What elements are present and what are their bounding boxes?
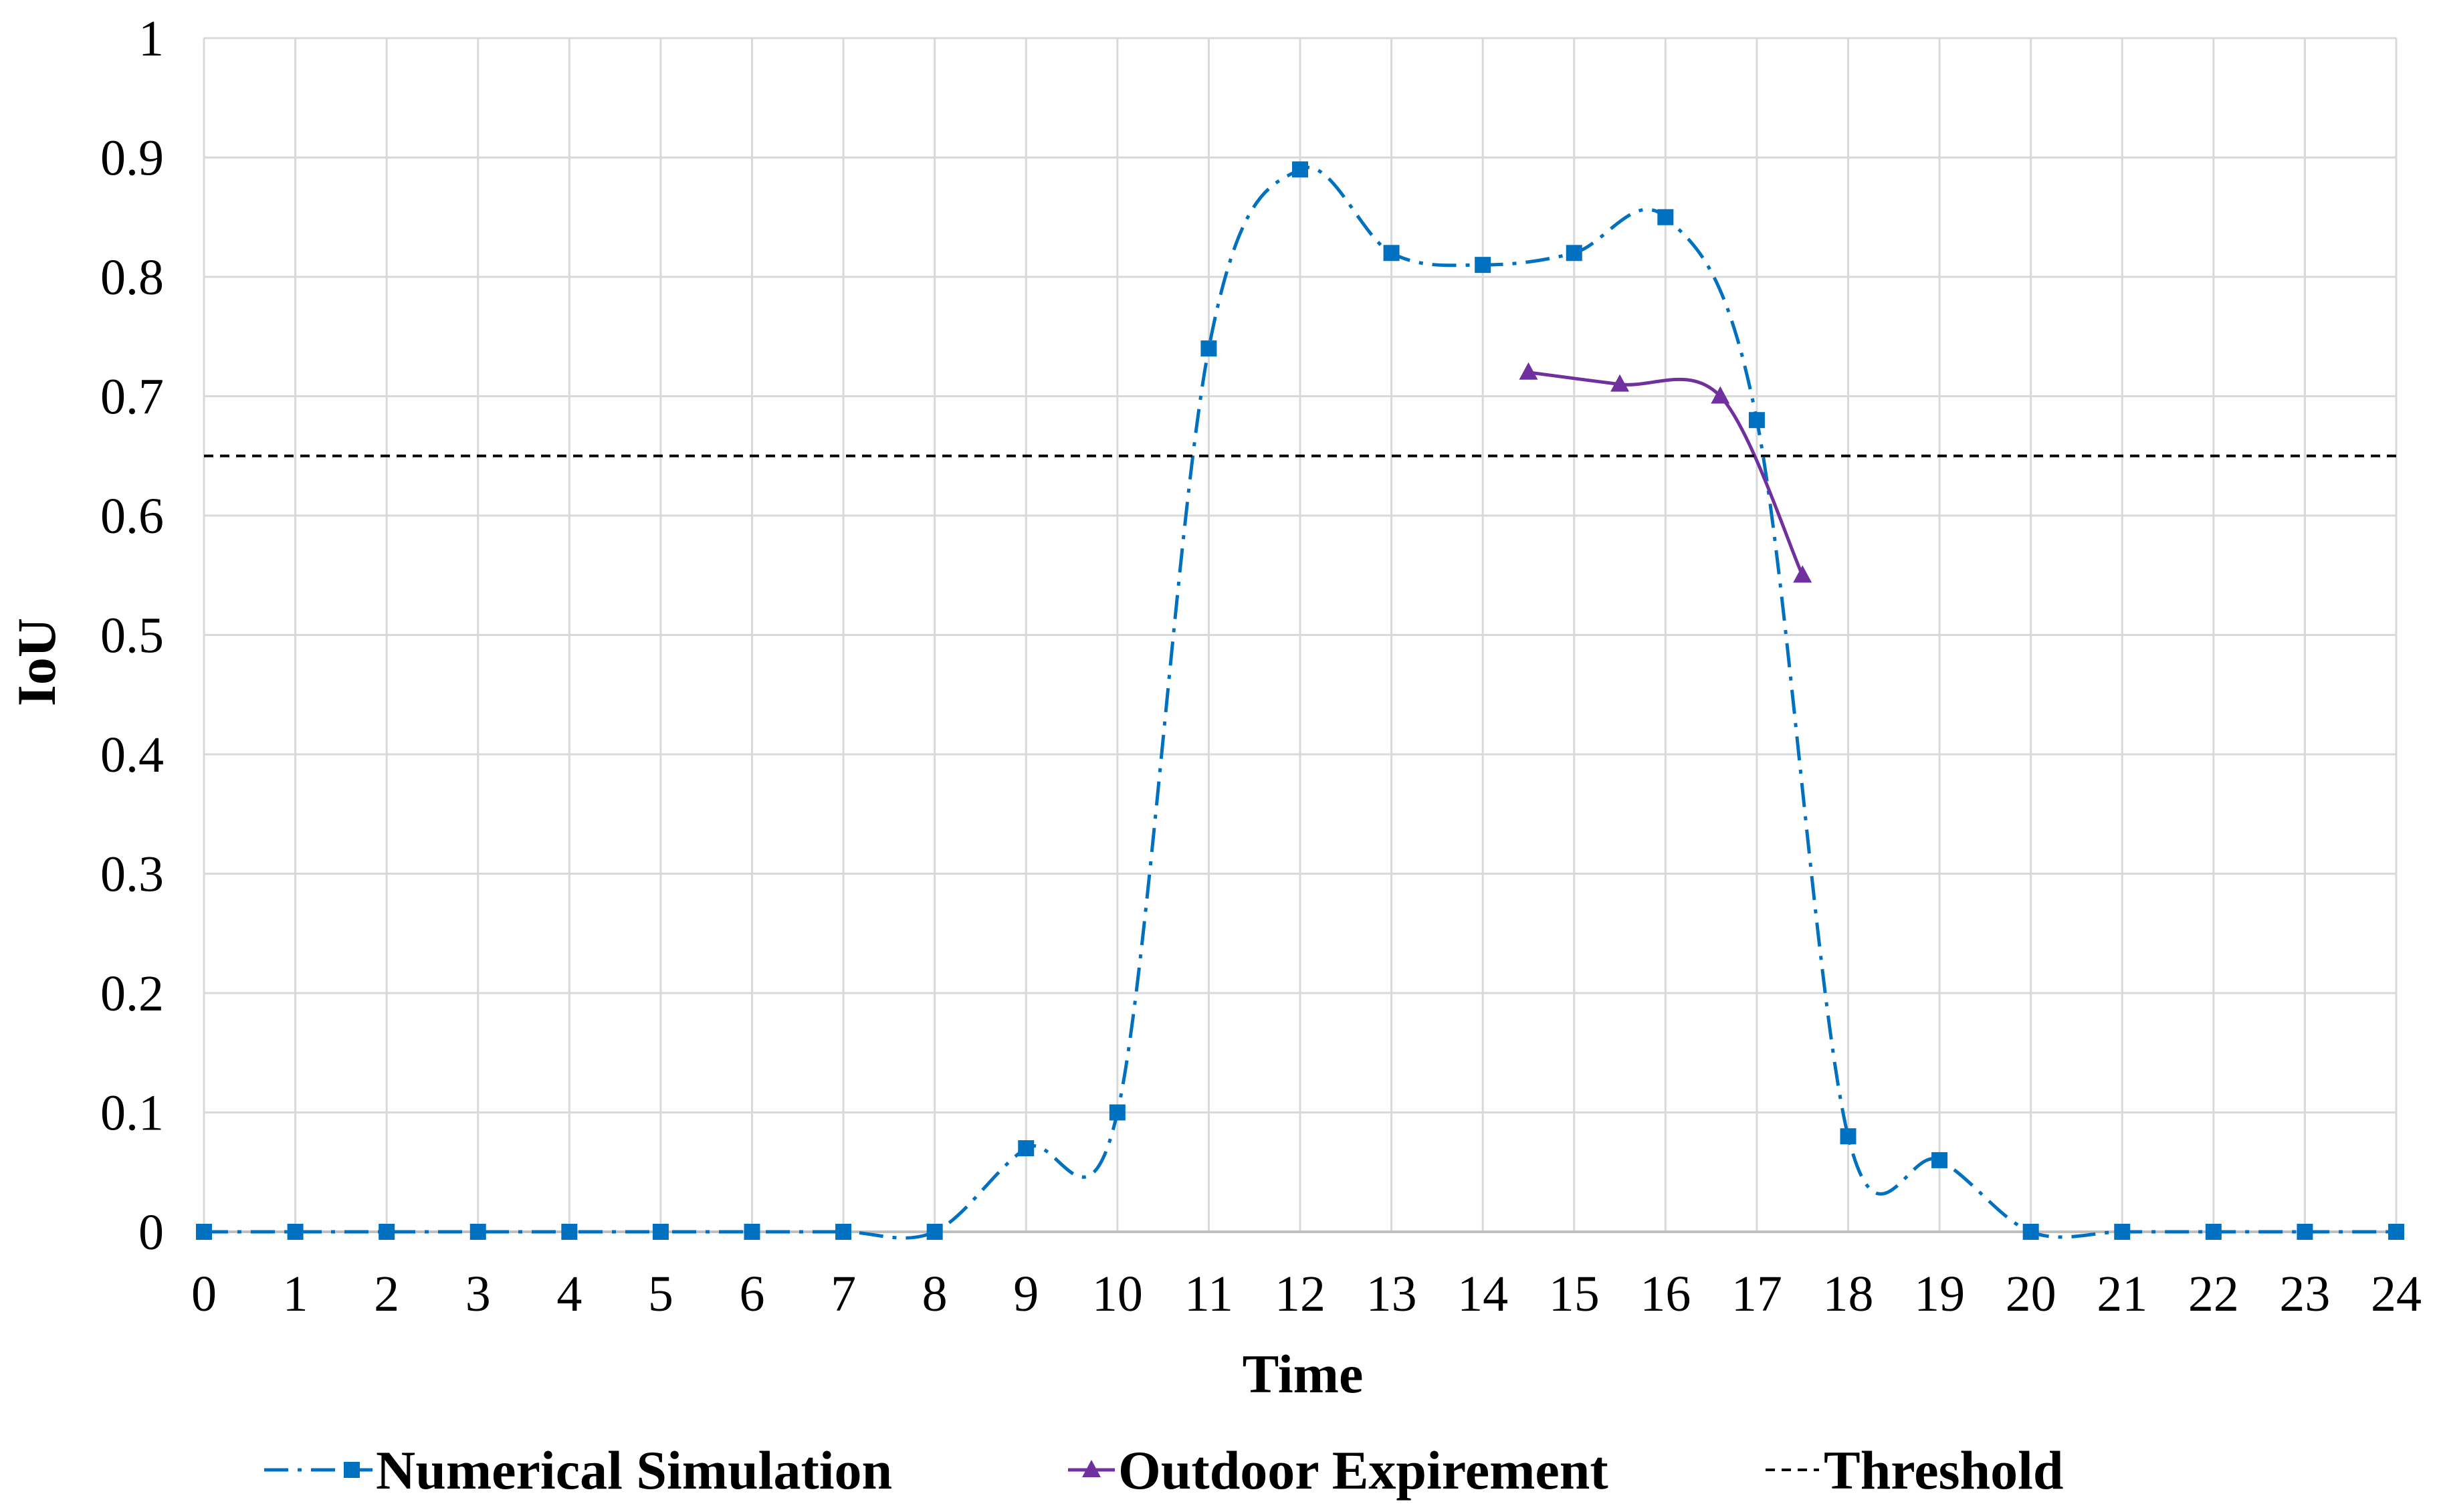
legend-label: Threshold [1824,1440,2064,1501]
y-tick-label: 0.6 [100,488,164,544]
outdoor-expirement-point [1519,362,1538,380]
series-layer [196,161,2404,1240]
numerical-simulation-point [2297,1224,2313,1240]
numerical-simulation-point [561,1224,578,1240]
x-tick-label: 11 [1184,1266,1233,1322]
legend-item-threshold: Threshold [1766,1440,2064,1501]
numerical-simulation-point [1748,412,1765,429]
numerical-simulation-point [1931,1152,1948,1168]
x-tick-label: 24 [2371,1266,2422,1322]
gridlines [203,37,2398,1233]
numerical-simulation-point [744,1224,760,1240]
numerical-simulation-point [2022,1224,2039,1240]
x-tick-label: 0 [191,1266,217,1322]
numerical-simulation-point [2114,1224,2131,1240]
y-tick-label: 0.7 [100,369,164,425]
x-tick-label: 18 [1823,1266,1874,1322]
y-tick-label: 0.8 [100,249,164,306]
y-axis-title: IoU [6,618,67,706]
x-axis-title: Time [1243,1343,1364,1404]
x-tick-label: 15 [1549,1266,1600,1322]
x-tick-label: 17 [1731,1266,1782,1322]
x-tick-label: 23 [2279,1266,2330,1322]
numerical-simulation-point [1109,1104,1126,1121]
y-tick-label: 0.5 [100,608,164,664]
numerical-simulation-point [1566,245,1582,261]
y-tick-label: 1 [138,11,164,67]
numerical-simulation-point [1840,1128,1857,1145]
y-tick-label: 0.3 [100,847,164,903]
numerical-simulation-point [1475,257,1491,274]
x-tick-label: 22 [2188,1266,2239,1322]
numerical-simulation-point [1018,1140,1035,1157]
y-tick-labels: 0 0.1 0.2 0.3 0.4 0.5 0.6 0.7 0.8 0.9 1 [100,11,164,1261]
outdoor-expirement-line [1528,370,1804,576]
numerical-simulation-point [379,1224,395,1240]
numerical-simulation-point [2388,1224,2404,1240]
numerical-simulation-point [196,1224,212,1240]
numerical-simulation-point [287,1224,304,1240]
outdoor-expirement-point [1793,565,1812,583]
y-tick-label: 0.9 [100,130,164,187]
numerical-simulation-point [652,1224,669,1240]
numerical-simulation-point [1383,245,1400,261]
legend-marker-outdoor-expirement [1082,1460,1101,1477]
legend-item-outdoor-expirement: Outdoor Expirement [1068,1440,1608,1501]
numerical-simulation-point [2205,1224,2222,1240]
x-tick-label: 7 [831,1266,856,1322]
y-tick-label: 0.4 [100,727,164,783]
legend-label: Outdoor Expirement [1118,1440,1608,1501]
numerical-simulation-point [469,1224,486,1240]
x-tick-label: 13 [1366,1266,1417,1322]
legend-item-numerical-simulation: Numerical Simulation [264,1440,892,1501]
x-tick-label: 21 [2097,1266,2147,1322]
x-tick-label: 20 [2006,1266,2056,1322]
numerical-simulation-point [1657,209,1674,225]
numerical-simulation-point [1200,340,1217,357]
legend-marker-numerical-simulation [344,1462,360,1478]
x-tick-label: 19 [1914,1266,1965,1322]
legend: Numerical Simulation Outdoor Expirement Th… [264,1440,2064,1501]
x-tick-label: 9 [1013,1266,1039,1322]
x-tick-label: 14 [1457,1266,1508,1322]
x-tick-label: 10 [1092,1266,1143,1322]
x-tick-label: 6 [740,1266,765,1322]
legend-label: Numerical Simulation [376,1440,892,1501]
x-tick-label: 12 [1275,1266,1326,1322]
y-tick-label: 0 [138,1204,164,1261]
x-tick-label: 1 [283,1266,308,1322]
x-tick-label: 5 [648,1266,673,1322]
numerical-simulation-point [926,1224,943,1240]
y-tick-label: 0.1 [100,1085,164,1142]
x-tick-label: 16 [1640,1266,1691,1322]
x-tick-label: 4 [556,1266,582,1322]
x-tick-labels: 0 1 2 3 4 5 6 7 8 9 10 11 12 13 14 15 16 17 18 19 20 21 22 23 24 [191,1266,2422,1322]
x-tick-label: 2 [374,1266,399,1322]
y-tick-label: 0.2 [100,966,164,1022]
x-tick-label: 8 [922,1266,948,1322]
outdoor-expirement-point [1610,374,1630,392]
x-tick-label: 3 [465,1266,491,1322]
numerical-simulation-point [835,1224,852,1240]
outdoor-expirement-point [1711,386,1730,404]
numerical-simulation-point [1292,161,1308,178]
